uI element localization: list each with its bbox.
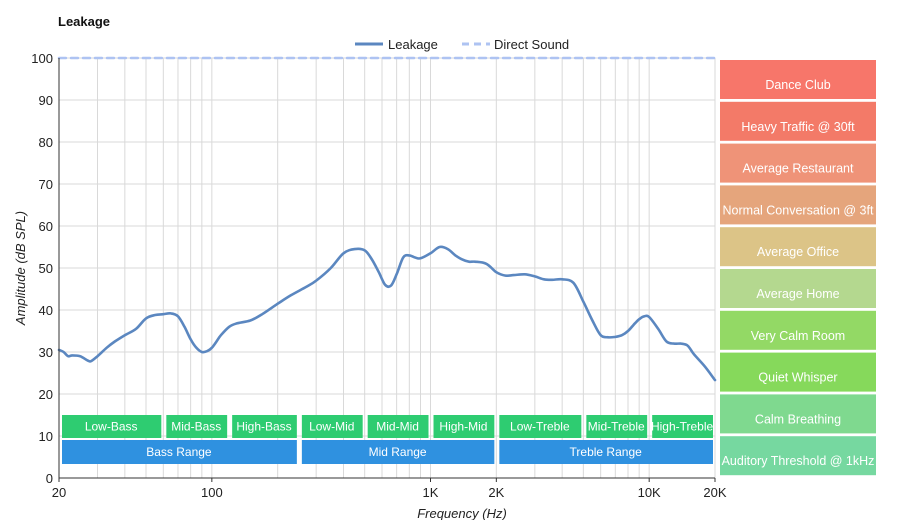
env-label: Auditory Threshold @ 1kHz <box>722 454 875 468</box>
band-label: High-Treble <box>651 420 714 434</box>
band-mid-treble <box>586 415 648 438</box>
x-tick-label: 100 <box>201 485 223 500</box>
axes: 0 10 20 30 40 50 60 70 80 90 100 20 100 1K 2K 10K 20K <box>31 51 727 500</box>
x-tick-label: 20K <box>703 485 726 500</box>
env-average-office <box>720 227 876 267</box>
x-tick-label: 10K <box>638 485 661 500</box>
y-tick-label: 10 <box>39 429 53 444</box>
band-label: Mid-Bass <box>171 420 221 434</box>
env-heavy-traffic-30ft <box>720 101 876 141</box>
y-tick-label: 80 <box>39 135 53 150</box>
y-tick-label: 40 <box>39 303 53 318</box>
legend-label-direct-sound: Direct Sound <box>494 37 569 52</box>
env-label: Average Home <box>756 287 839 301</box>
env-calm-breathing <box>720 394 876 434</box>
band-label: High-Mid <box>439 420 487 434</box>
band-bass-range <box>62 440 297 464</box>
band-label: Bass Range <box>146 445 212 459</box>
band-label: Mid Range <box>369 445 427 459</box>
band-label: Low-Treble <box>510 420 570 434</box>
band-mid-range <box>301 440 495 464</box>
band-label: Low-Mid <box>309 420 354 434</box>
band-low-bass <box>62 415 162 438</box>
band-label: High-Bass <box>236 420 291 434</box>
y-tick-label: 100 <box>31 51 53 66</box>
y-tick-label: 60 <box>39 219 53 234</box>
env-very-calm-room <box>720 310 876 350</box>
env-label: Quiet Whisper <box>758 371 837 385</box>
band-low-treble <box>499 415 582 438</box>
band-treble-range <box>499 440 713 464</box>
band-high-treble <box>652 415 713 438</box>
environment-scale: Dance Club Heavy Traffic @ 30ft Average Re… <box>720 60 876 476</box>
frequency-bands: Low-Bass Mid-Bass High-Bass Low-Mid Mid-Mid H… <box>62 415 714 464</box>
band-high-mid <box>433 415 495 438</box>
legend: Leakage Direct Sound <box>355 37 569 52</box>
env-label: Calm Breathing <box>755 412 841 426</box>
y-tick-label: 0 <box>46 471 53 486</box>
env-label: Very Calm Room <box>751 329 845 343</box>
y-tick-label: 90 <box>39 93 53 108</box>
band-low-mid <box>301 415 363 438</box>
band-mid-bass <box>166 415 228 438</box>
env-quiet-whisper <box>720 352 876 392</box>
env-label: Normal Conversation @ 3ft <box>723 203 874 217</box>
legend-label-leakage: Leakage <box>388 37 438 52</box>
x-tick-label: 1K <box>423 485 439 500</box>
y-tick-label: 70 <box>39 177 53 192</box>
env-label: Heavy Traffic @ 30ft <box>741 120 855 134</box>
env-average-restaurant <box>720 143 876 183</box>
band-label: Mid-Treble <box>588 420 645 434</box>
y-tick-label: 50 <box>39 261 53 276</box>
x-tick-label: 2K <box>488 485 504 500</box>
env-dance-club <box>720 60 876 99</box>
series-leakage <box>57 245 717 382</box>
series-layer <box>57 56 717 382</box>
y-tick-label: 20 <box>39 387 53 402</box>
env-average-home <box>720 269 876 308</box>
chart-title: Leakage <box>58 14 110 29</box>
env-label: Average Restaurant <box>743 162 854 176</box>
env-label: Dance Club <box>765 78 830 92</box>
x-axis-label: Frequency (Hz) <box>417 506 507 520</box>
band-label: Mid-Mid <box>376 420 419 434</box>
env-auditory-threshold-1khz <box>720 436 876 476</box>
y-axis-label: Amplitude (dB SPL) <box>13 211 28 326</box>
band-label: Low-Bass <box>85 420 138 434</box>
band-high-bass <box>232 415 297 438</box>
band-label: Treble Range <box>570 445 643 459</box>
env-normal-conversation-3ft <box>720 185 876 225</box>
env-label: Average Office <box>757 245 839 259</box>
band-mid-mid <box>367 415 429 438</box>
x-tick-label: 20 <box>52 485 66 500</box>
y-tick-label: 30 <box>39 345 53 360</box>
